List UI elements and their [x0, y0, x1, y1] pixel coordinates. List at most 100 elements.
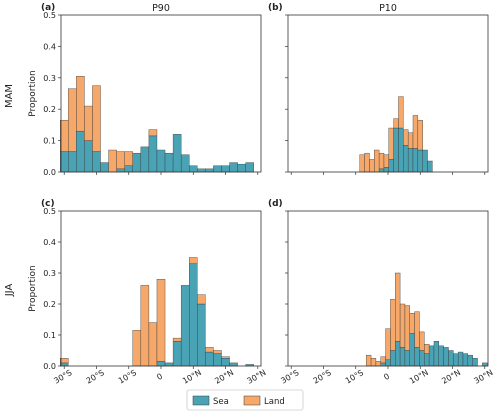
bar-land	[414, 311, 420, 348]
bar-sea	[156, 361, 166, 367]
bar-sea	[197, 168, 206, 173]
bar-sea	[399, 347, 406, 367]
bar-land	[148, 322, 158, 367]
bar-sea	[229, 162, 238, 173]
bar-land	[76, 76, 85, 132]
bar-land	[108, 149, 117, 173]
bar-land	[156, 279, 166, 362]
x-tick-label: 0	[382, 372, 391, 382]
bar-land	[417, 119, 423, 151]
bar-sea	[205, 351, 214, 367]
bar-land	[140, 285, 150, 367]
bar-sea	[189, 165, 198, 173]
x-tick-label: 10°S	[117, 368, 138, 385]
y-tick-label: 0.5	[43, 207, 56, 216]
bar-land	[370, 358, 377, 367]
x-tick-label: 10°S	[344, 368, 365, 385]
bar-land	[375, 361, 381, 367]
bar-land	[419, 331, 425, 351]
bar-land	[364, 152, 370, 173]
bar-sea	[156, 149, 166, 173]
bar-sea	[453, 353, 459, 367]
panel-title: P90	[152, 3, 170, 14]
y-tick-label: 0.4	[43, 42, 56, 51]
row-label-jja: JJA	[4, 284, 15, 298]
y-tick-label: 0.4	[43, 238, 56, 247]
bar-sea	[412, 148, 419, 173]
legend-label-land: Land	[264, 397, 285, 407]
bar-sea	[438, 345, 444, 367]
legend-swatch-sea	[192, 395, 210, 406]
bar-land	[404, 305, 410, 351]
bar-land	[213, 350, 222, 354]
y-tick-label: 0.2	[43, 105, 56, 114]
bar-sea	[457, 351, 464, 367]
bar-land	[148, 129, 158, 137]
y-tick-label: 0.0	[43, 168, 56, 177]
bar-sea	[443, 347, 449, 367]
bar-sea	[404, 350, 410, 367]
bar-land	[412, 115, 419, 149]
bar-sea	[414, 347, 420, 367]
bar-land	[92, 85, 101, 152]
panel-d: 30°S 20°S 10°S 0 10°N 20°N 30°N (d)	[268, 199, 495, 386]
bar-sea	[419, 350, 425, 367]
bar-sea	[393, 127, 399, 173]
y-tick-label: 0.2	[43, 300, 56, 309]
bar-sea	[383, 167, 390, 173]
bar-sea	[433, 341, 440, 367]
bar-land	[378, 152, 385, 170]
bar-sea	[229, 362, 238, 367]
bar-land	[395, 272, 401, 342]
bar-sea	[428, 345, 435, 367]
bar-land	[366, 354, 372, 367]
bar-sea	[172, 134, 182, 173]
bar-land	[374, 149, 380, 173]
x-tick-label: 30°N	[246, 368, 268, 386]
bar-sea	[385, 359, 391, 367]
x-tick-label: 30°S	[279, 368, 300, 385]
bar-land	[68, 88, 77, 152]
bar-sea	[92, 151, 101, 173]
bar-land	[393, 118, 399, 129]
panel-label: (d)	[268, 199, 283, 209]
bar-sea	[148, 135, 158, 173]
bar-sea	[407, 148, 414, 173]
bar-sea	[448, 350, 454, 367]
panel-label: (c)	[41, 199, 55, 209]
bar-land	[409, 313, 415, 334]
x-tick-label: 20°S	[85, 368, 106, 385]
bar-sea	[164, 152, 174, 173]
bar-land	[369, 159, 375, 173]
row-label-mam: MAM	[4, 84, 15, 108]
bar-sea	[59, 362, 69, 367]
bar-sea	[467, 354, 473, 367]
y-tick-label: 0.5	[43, 11, 56, 20]
bar-land	[84, 105, 93, 141]
bar-land	[388, 127, 394, 160]
bar-land	[189, 257, 198, 264]
y-tick-label: 0.3	[43, 74, 56, 83]
x-tick-label: 20°N	[440, 368, 462, 386]
bar-land	[59, 119, 69, 152]
bar-land	[385, 328, 391, 360]
panel-c: 0.50.40.30.20.10.030°S 20°S 10°S 0 10°N 20°N 3…	[28, 199, 268, 386]
bar-land	[383, 154, 390, 168]
y-axis-label: Proportion	[28, 70, 38, 116]
bar-sea	[482, 362, 488, 367]
legend-swatch-land	[243, 395, 261, 406]
bar-land	[390, 299, 396, 351]
bar-sea	[189, 263, 198, 367]
y-tick-label: 0.1	[43, 331, 56, 340]
bar-sea	[380, 362, 386, 367]
bar-land	[359, 154, 365, 173]
bar-sea	[172, 341, 182, 367]
bar-sea	[76, 130, 85, 173]
bar-sea	[84, 140, 93, 173]
bar-land	[124, 151, 133, 166]
panel-title: P10	[379, 3, 397, 14]
bar-sea	[132, 152, 142, 173]
bar-sea	[213, 165, 222, 173]
bar-sea	[140, 146, 150, 173]
